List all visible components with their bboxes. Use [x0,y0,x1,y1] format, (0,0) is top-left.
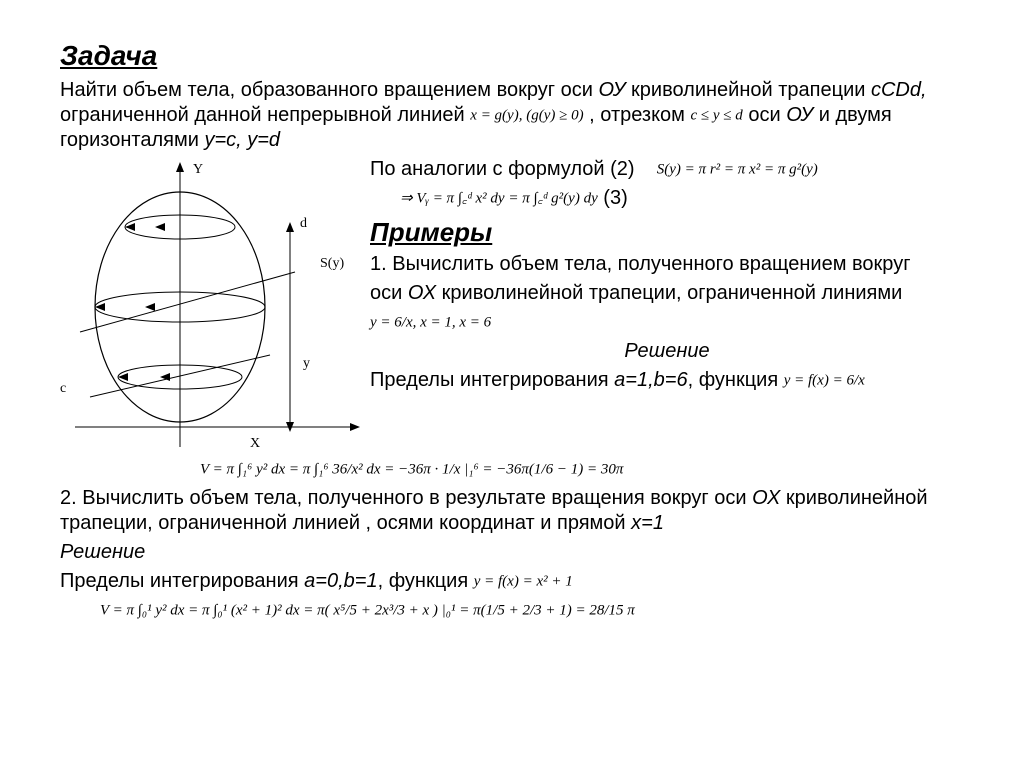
task-paragraph: Найти объем тела, образованного вращение… [60,78,964,153]
task-text-1f: , отрезком [584,104,691,126]
ex1-limits-b: a=1,b=6 [614,369,687,391]
axis-x-label: X [250,436,260,451]
ex2-func-formula: y = f(x) = x² + 1 [474,573,573,589]
task-formula-1: x = g(y), (g(y) ≥ 0) [470,107,583,123]
axis-y-label: Y [193,162,203,177]
ex1-limits: Пределы интегрирования a=1,b=6, функция … [370,368,964,393]
ex2-calc-line: V = π ∫₀¹ y² dx = π ∫₀¹ (x² + 1)² dx = π… [60,598,964,623]
diagram-row: Y X d S(y) y c По аналогии с формулой (2… [60,157,964,457]
task-text-1c: криволинейной трапеции [625,79,870,101]
diagram-label-c: c [60,381,66,396]
task-text-1b: ОУ [598,79,625,101]
diagram-label-sy: S(y) [320,256,344,271]
diagram-label-d: d [300,216,307,231]
ex1-text-c: криволинейной трапеции, ограниченной лин… [436,282,902,304]
ex2-limits-b: a=0,b=1 [304,570,377,592]
task-text-1j: y=c, y=d [204,129,280,151]
analogy-line: По аналогии с формулой (2) S(y) = π r² =… [370,157,964,182]
ex1-formula-lines: y = 6/x, x = 1, x = 6 [370,310,964,335]
ex1-solution-word: Решение [370,339,964,364]
task-text-1g: оси [743,104,786,126]
vy-formula: ⇒ Vᵧ = π ∫꜀ᵈ x² dy = π ∫꜀ᵈ g²(y) dy [400,190,598,206]
ex2-limits-a: Пределы интегрирования [60,570,304,592]
ex1-formula-lines-f: y = 6/x, x = 1, x = 6 [370,314,491,330]
vy-formula-num: (3) [603,187,627,209]
heading-task: Задача [60,40,964,72]
ex2-limits: Пределы интегрирования a=0,b=1, функция … [60,569,964,594]
ex2-solution-word: Решение [60,540,964,565]
task-text-1a: Найти объем тела, образованного вращение… [60,79,598,101]
ex2-line1: 2. Вычислить объем тела, полученного в р… [60,486,964,536]
ex2-num: 2. [60,487,82,509]
task-text-1e: ограниченной данной непрерывной линией [60,104,470,126]
ex2-text-a: Вычислить объем тела, полученного в резу… [82,487,752,509]
ex2-text-c: x=1 [631,512,664,534]
ex1-line2: оси ОХ криволинейной трапеции, ограничен… [370,281,964,306]
task-text-1h: ОУ [786,104,813,126]
diagram-label-y: y [303,356,310,371]
ex1-text-b-ital: ОХ [408,282,436,304]
ex2-limits-c: , функция [378,570,474,592]
analogy-text: По аналогии с формулой (2) [370,158,635,180]
ex1-text-a: Вычислить объем тела, полученного вращен… [392,253,910,275]
task-formula-2: c ≤ y ≤ d [691,107,743,123]
ex1-limits-a: Пределы интегрирования [370,369,614,391]
task-text-1d: cCDd, [871,79,927,101]
heading-examples: Примеры [370,217,964,248]
ex1-func-formula: y = f(x) = 6/x [784,372,865,388]
ex1-text-b: оси [370,282,408,304]
ex1-line1: 1. Вычислить объем тела, полученного вра… [370,252,964,277]
ex1-calc-line: V = π ∫₁⁶ y² dx = π ∫₁⁶ 36/x² dx = −36π … [60,457,964,482]
vy-formula-line: ⇒ Vᵧ = π ∫꜀ᵈ x² dy = π ∫꜀ᵈ g²(y) dy (3) [370,186,964,211]
ex1-num: 1. [370,253,392,275]
ex2-calc: V = π ∫₀¹ y² dx = π ∫₀¹ (x² + 1)² dx = π… [100,602,635,618]
ex1-limits-c: , функция [688,369,784,391]
ex2-text-a-ital: ОХ [752,487,780,509]
ex1-calc: V = π ∫₁⁶ y² dx = π ∫₁⁶ 36/x² dx = −36π … [200,461,623,477]
rotation-diagram: Y X d S(y) y c [60,157,370,457]
analogy-formula: S(y) = π r² = π x² = π g²(y) [657,161,818,177]
right-column: По аналогии с формулой (2) S(y) = π r² =… [370,157,964,397]
